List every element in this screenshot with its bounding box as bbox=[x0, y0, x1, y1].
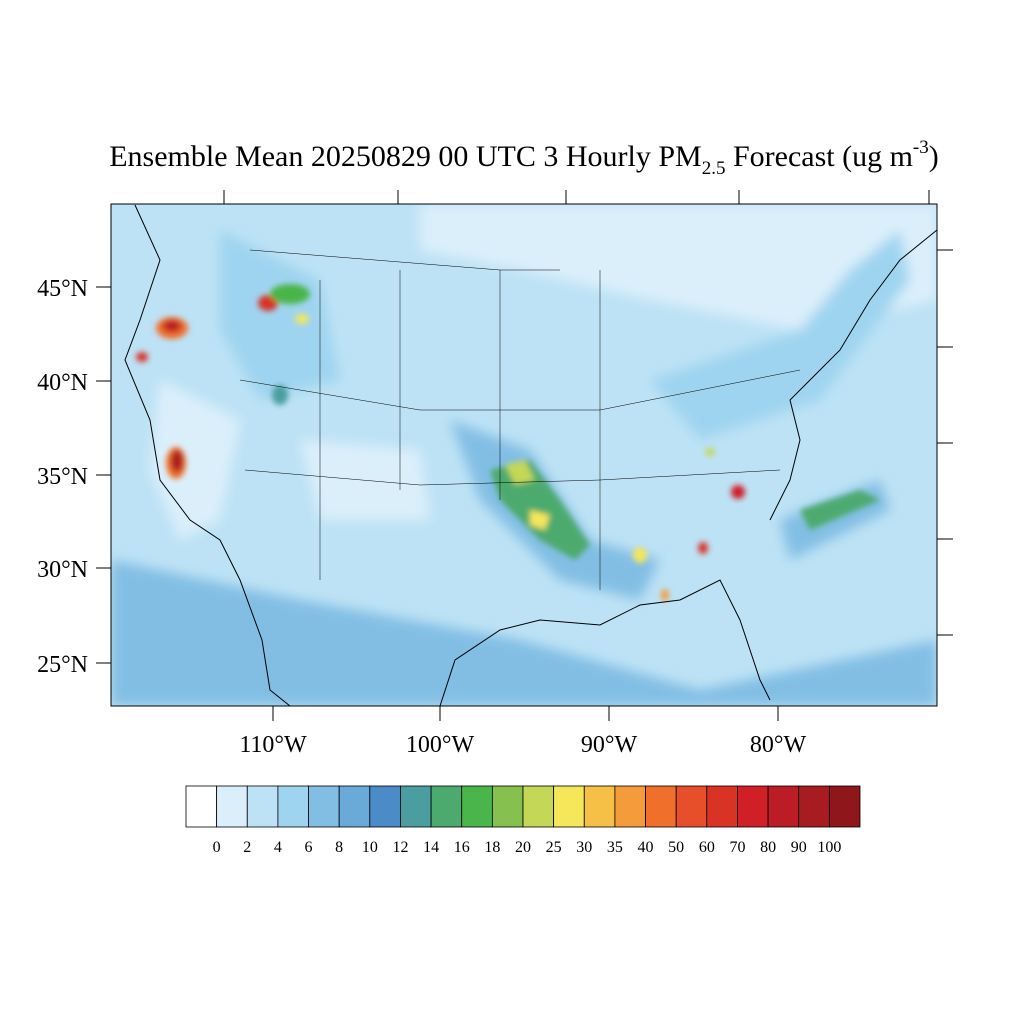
colorbar-label: 18 bbox=[484, 839, 500, 856]
colorbar-label: 90 bbox=[791, 839, 807, 856]
colorbar-label: 2 bbox=[243, 839, 251, 856]
colorbar-box bbox=[614, 785, 646, 828]
lon-label: 90°W bbox=[581, 732, 638, 758]
colorbar-box bbox=[675, 785, 708, 828]
colorbar-box bbox=[185, 785, 218, 828]
colorbar-box bbox=[798, 785, 830, 828]
colorbar-label: 35 bbox=[607, 839, 623, 856]
colorbar-label: 12 bbox=[392, 839, 408, 856]
lat-label: 40°N bbox=[37, 370, 88, 396]
colorbar-box bbox=[338, 785, 371, 828]
colorbar-label: 20 bbox=[515, 839, 531, 856]
colorbar-box bbox=[461, 785, 493, 828]
title-main: Ensemble Mean 20250829 00 UTC 3 Hourly P… bbox=[109, 140, 701, 173]
map-ticks bbox=[96, 190, 953, 721]
lon-label: 80°W bbox=[750, 732, 807, 758]
colorbar-label: 8 bbox=[335, 839, 343, 856]
colorbar-label: 100 bbox=[817, 839, 841, 856]
colorbar-box bbox=[369, 785, 401, 828]
lon-label: 100°W bbox=[406, 732, 475, 758]
map-frame bbox=[110, 203, 938, 707]
lat-label: 35°N bbox=[37, 464, 88, 490]
colorbar-label: 4 bbox=[274, 839, 282, 856]
colorbar-label: 40 bbox=[638, 839, 654, 856]
lat-label: 25°N bbox=[37, 652, 88, 678]
colorbar-box bbox=[277, 785, 309, 828]
colorbar-label: 70 bbox=[729, 839, 745, 856]
colorbar-label: 80 bbox=[760, 839, 776, 856]
colorbar-box bbox=[430, 785, 463, 828]
lat-label: 45°N bbox=[37, 276, 88, 302]
lat-label: 30°N bbox=[37, 557, 88, 583]
title-superscript: -3 bbox=[913, 137, 929, 158]
lon-label: 110°W bbox=[239, 732, 307, 758]
colorbar-label: 50 bbox=[668, 839, 684, 856]
colorbar-box bbox=[216, 785, 248, 828]
colorbar-box bbox=[706, 785, 738, 828]
title-close: ) bbox=[929, 140, 939, 173]
title: Ensemble Mean 20250829 00 UTC 3 Hourly P… bbox=[109, 137, 939, 179]
colorbar-box bbox=[583, 785, 616, 828]
colorbar-box bbox=[828, 785, 861, 828]
colorbar-label: 6 bbox=[305, 839, 313, 856]
colorbar-label: 25 bbox=[546, 839, 562, 856]
colorbar-label: 0 bbox=[213, 839, 221, 856]
colorbar-label: 14 bbox=[423, 839, 439, 856]
title-after: Forecast (ug m bbox=[725, 140, 912, 173]
colorbar-label: 10 bbox=[362, 839, 378, 856]
colorbar-box bbox=[767, 785, 800, 828]
colorbar-box bbox=[491, 785, 524, 828]
colorbar-box bbox=[308, 785, 340, 828]
colorbar-box bbox=[553, 785, 585, 828]
title-subscript: 2.5 bbox=[702, 158, 726, 179]
map-field bbox=[111, 204, 937, 706]
colorbar-box bbox=[737, 785, 769, 828]
colorbar-label: 60 bbox=[699, 839, 715, 856]
colorbar-box bbox=[400, 785, 432, 828]
colorbar-label: 30 bbox=[576, 839, 592, 856]
colorbar-box bbox=[246, 785, 279, 828]
colorbar-label: 16 bbox=[454, 839, 470, 856]
colorbar-box bbox=[645, 785, 677, 828]
colorbar-box bbox=[522, 785, 555, 828]
